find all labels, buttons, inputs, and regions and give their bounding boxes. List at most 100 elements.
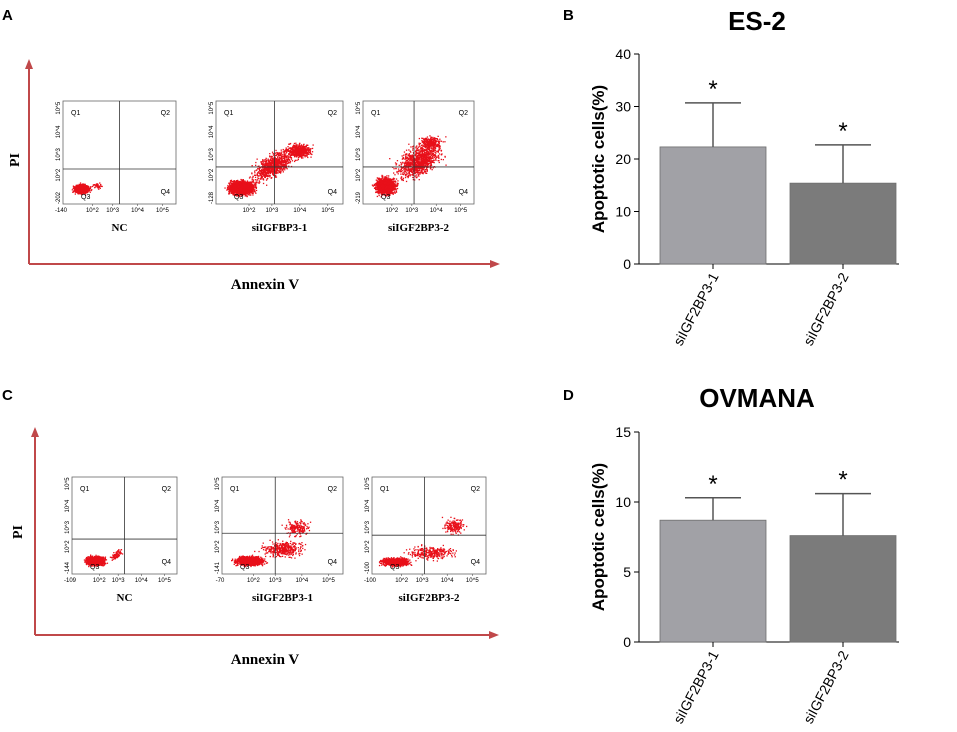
x-tick-label: 10^4 <box>135 578 148 584</box>
event-dots <box>224 142 314 198</box>
x-tick-label: 10^2 <box>86 208 99 214</box>
bar <box>789 182 897 265</box>
bar-chart-ovmana: OVMANA Apoptotic cells(%) 0 5 10 15 * siIGF2BP3… <box>589 383 899 726</box>
y-tick-label: 10^5 <box>209 101 215 114</box>
bar <box>789 535 897 643</box>
significance-marker: * <box>838 467 847 494</box>
annexin-axis-label-a: Annexin V <box>231 277 300 293</box>
y-tick-label: 20 <box>615 151 631 167</box>
y-tick-label: -141 <box>215 561 221 574</box>
quadrant-label-q1: Q1 <box>71 110 80 117</box>
y-tick-label: 0 <box>623 256 631 272</box>
x-tick-label: 10^3 <box>405 208 418 214</box>
quadrant-label-q1: Q1 <box>380 486 389 493</box>
quadrant-label-q3: Q3 <box>90 564 99 571</box>
flow-cytometry-plots-c: Q1 Q2 Q3 Q4 10^2 10^3 10^4 10^5 -109 10^2 10^3 10^4… <box>64 476 487 604</box>
sample-name: siIGF2BP3-2 <box>388 222 450 234</box>
x-tick-label: 10^2 <box>395 578 408 584</box>
y-tick-label: 10^2 <box>56 168 62 181</box>
x-tick-label: 10^4 <box>430 208 443 214</box>
y-tick-label: 10^4 <box>56 125 62 138</box>
y-tick-label: 10^4 <box>365 499 371 512</box>
y-tick-label: 40 <box>615 46 631 62</box>
y-tick-label: 30 <box>615 99 631 115</box>
sample-name: siIGFBP3-1 <box>252 222 308 234</box>
x-tick-label: 10^5 <box>156 208 169 214</box>
y-tick-label: 10^2 <box>215 540 221 553</box>
y-tick-label: -128 <box>209 191 215 204</box>
x-tick-label: 10^4 <box>293 208 306 214</box>
x-tick-label: 10^5 <box>321 208 334 214</box>
panel-label-c: C <box>2 387 13 404</box>
flow-cytometry-plots-a: Q1 Q2 Q3 Q4 10^2 10^3 10^4 10^5 -140 10^2 10^3 10^4… <box>55 100 475 234</box>
pi-axis-label-c: PI <box>11 525 26 539</box>
y-tick-label: 10^5 <box>215 477 221 490</box>
x-tick-label: 10^3 <box>416 578 429 584</box>
sample-name: NC <box>112 222 128 234</box>
x-category-label: siIGF2BP3-2 <box>800 648 852 726</box>
x-tick-label: -70 <box>216 578 225 584</box>
x-tick-label: 10^4 <box>295 578 308 584</box>
event-dots <box>371 135 447 198</box>
significance-marker: * <box>838 118 847 145</box>
y-tick-label: 10^5 <box>356 101 362 114</box>
bar-chart-es2: ES-2 Apoptotic cells(%) 0 10 20 30 40 * siIGF2BP… <box>589 6 899 348</box>
sample-name: siIGF2BP3-2 <box>398 592 460 604</box>
plot-frame <box>362 100 475 205</box>
quadrant-label-q2: Q2 <box>328 110 337 117</box>
y-tick-label: 10^4 <box>65 499 71 512</box>
flow-plot: Q1 Q2 Q3 Q4 10^2 10^3 10^4 10^5 -109 10^2 10^3 10^4… <box>64 476 178 604</box>
event-dots <box>378 516 468 568</box>
event-dots <box>231 519 312 568</box>
x-tick-label: 10^3 <box>269 578 282 584</box>
quadrant-label-q3: Q3 <box>381 194 390 201</box>
flow-plot: Q1 Q2 Q3 Q4 10^2 10^3 10^4 10^5 -70 10^2 10^3 10^4 1… <box>215 476 344 604</box>
pi-axis-label-a: PI <box>8 153 23 167</box>
bar <box>659 519 767 643</box>
y-tick-label: 10^2 <box>209 168 215 181</box>
y-tick-label: 10^3 <box>56 147 62 160</box>
quadrant-label-q4: Q4 <box>459 189 468 196</box>
x-category-label: siIGF2BP3-1 <box>670 270 722 348</box>
y-tick-label: 10^5 <box>65 477 71 490</box>
bar <box>659 146 767 265</box>
plot-frame <box>221 476 344 575</box>
x-tick-label: 10^2 <box>93 578 106 584</box>
panel-label-a: A <box>2 7 13 24</box>
y-tick-label: 10^3 <box>365 520 371 533</box>
y-tick-label: 5 <box>623 564 631 580</box>
quadrant-label-q1: Q1 <box>224 110 233 117</box>
y-tick-label: 10^5 <box>56 101 62 114</box>
y-tick-label: 10^3 <box>65 520 71 533</box>
y-tick-label: 10 <box>615 204 631 220</box>
quadrant-label-q4: Q4 <box>328 559 337 566</box>
quadrant-label-q3: Q3 <box>240 564 249 571</box>
flow-plot: Q1 Q2 Q3 Q4 10^2 10^3 10^4 10^5 10^2 10^3 10^4 10^5… <box>356 100 475 234</box>
quadrant-label-q4: Q4 <box>162 559 171 566</box>
y-tick-label: 10^3 <box>356 147 362 160</box>
y-axis-label: Apoptotic cells(%) <box>589 463 608 611</box>
quadrant-label-q1: Q1 <box>80 486 89 493</box>
x-tick-label: 10^5 <box>466 578 479 584</box>
quadrant-label-q2: Q2 <box>471 486 480 493</box>
x-tick-label: 10^3 <box>265 208 278 214</box>
plot-frame <box>371 476 487 575</box>
plot-frame <box>215 100 344 205</box>
x-tick-label: -140 <box>55 208 68 214</box>
sample-name: siIGF2BP3-1 <box>252 592 313 604</box>
y-tick-label: 10^2 <box>65 540 71 553</box>
y-tick-label: -144 <box>65 561 71 574</box>
quadrant-label-q2: Q2 <box>328 486 337 493</box>
significance-marker: * <box>708 76 717 103</box>
x-tick-label: 10^3 <box>112 578 125 584</box>
flow-plot: Q1 Q2 Q3 Q4 10^2 10^3 10^4 10^5 10^2 10^3 10^4 10^5… <box>209 100 344 234</box>
event-dots <box>71 182 103 196</box>
y-tick-label: 10^2 <box>365 540 371 553</box>
chart-title: ES-2 <box>728 6 786 36</box>
y-tick-label: -219 <box>356 191 362 204</box>
y-tick-label: 10^3 <box>209 147 215 160</box>
y-tick-label: 10^2 <box>356 168 362 181</box>
x-tick-label: -100 <box>364 578 377 584</box>
x-tick-label: 10^3 <box>106 208 119 214</box>
panel-label-b: B <box>563 7 574 24</box>
